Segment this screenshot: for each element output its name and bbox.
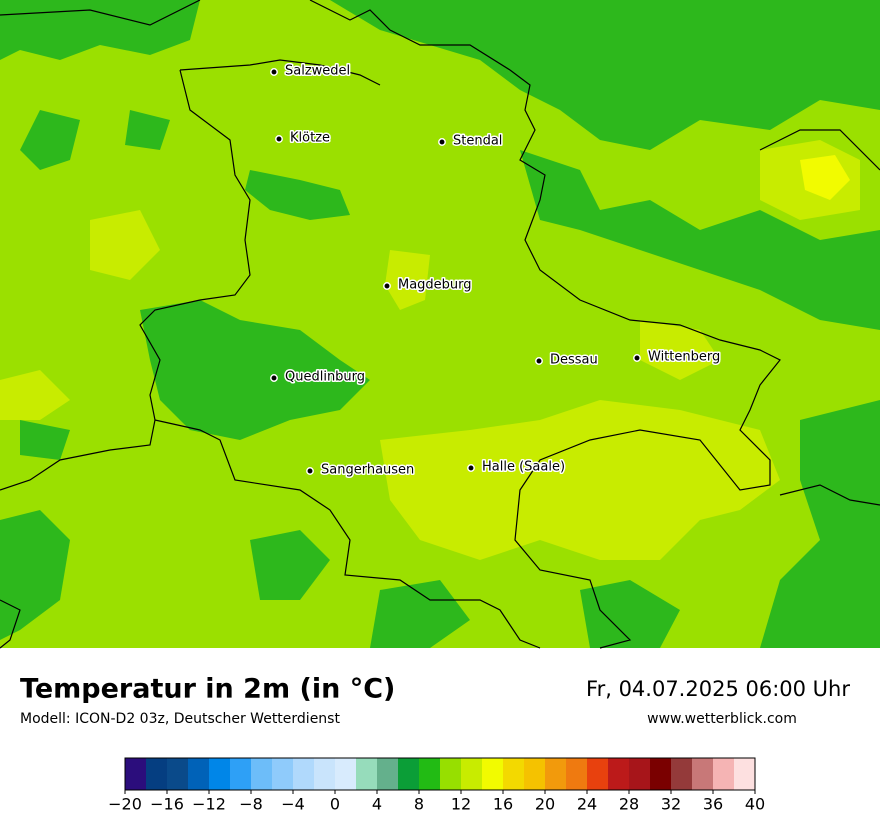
city-dot <box>633 354 641 362</box>
colorbar-segment <box>188 758 210 790</box>
map-area <box>0 0 880 649</box>
cool-patches <box>0 0 880 648</box>
colorbar-tick-label: 16 <box>493 795 513 814</box>
colorbar-segment <box>629 758 651 790</box>
city-label: Magdeburg <box>398 278 472 293</box>
colorbar-segment <box>209 758 231 790</box>
colorbar-tick-label: 36 <box>703 795 723 814</box>
colorbar-tick-label: 40 <box>745 795 765 814</box>
colorbar-segment <box>356 758 378 790</box>
colorbar-segment <box>293 758 315 790</box>
city-label: Salzwedel <box>285 64 350 79</box>
city-dot <box>535 357 543 365</box>
colorbar-segment <box>692 758 714 790</box>
colorbar-tick-label: 28 <box>619 795 639 814</box>
valid-time: Fr, 04.07.2025 06:00 Uhr <box>586 677 850 701</box>
colorbar-segment <box>587 758 609 790</box>
city-dot <box>270 68 278 76</box>
colorbar-tick-label: −8 <box>239 795 263 814</box>
model-info: Modell: ICON-D2 03z, Deutscher Wetterdie… <box>20 711 340 727</box>
colorbar-tick-label: −16 <box>150 795 184 814</box>
colorbar-tick-label: 4 <box>372 795 382 814</box>
city-label: Stendal <box>453 134 502 149</box>
colorbar-segment <box>608 758 630 790</box>
colorbar-segment <box>272 758 294 790</box>
city-label: Wittenberg <box>648 350 720 365</box>
colorbar-tick-label: 12 <box>451 795 471 814</box>
map-title: Temperatur in 2m (in °C) <box>20 674 395 705</box>
colorbar-segment <box>398 758 420 790</box>
colorbar-tick-label: 24 <box>577 795 597 814</box>
city-dot <box>383 282 391 290</box>
colorbar-segment <box>650 758 672 790</box>
colorbar-segment <box>566 758 588 790</box>
hot-patch <box>800 155 850 200</box>
colorbar-tick-label: 0 <box>330 795 340 814</box>
city-labels: Salzwedel Klötze Stendal Magdeburg Dessau Wit… <box>270 62 722 479</box>
colorbar-segment <box>545 758 567 790</box>
colorbar-tick-label: −12 <box>192 795 226 814</box>
city-dot <box>275 135 283 143</box>
colorbar-segment <box>251 758 273 790</box>
city-label: Klötze <box>290 131 330 146</box>
colorbar-segment <box>461 758 483 790</box>
colorbar-tick-label: −20 <box>108 795 142 814</box>
city-dot <box>270 374 278 382</box>
city-label: Quedlinburg <box>285 370 365 385</box>
city-dot <box>467 464 475 472</box>
colorbar-segment <box>335 758 357 790</box>
colorbar-segment <box>419 758 441 790</box>
colorbar-segment <box>503 758 525 790</box>
colorbar: −20 −16 −12 −8 −4 0 4 8 12 16 20 24 28 32 36 40 <box>108 757 765 814</box>
city-dot <box>306 467 314 475</box>
colorbar-segment <box>524 758 546 790</box>
borders <box>0 0 880 649</box>
colorbar-segment <box>314 758 336 790</box>
colorbar-segment <box>713 758 735 790</box>
city-label: Sangerhausen <box>321 463 414 478</box>
colorbar-tick-label: 8 <box>414 795 424 814</box>
colorbar-tick-label: 32 <box>661 795 681 814</box>
colorbar-segment <box>125 758 147 790</box>
colorbar-segment <box>482 758 504 790</box>
colorbar-segment <box>734 758 756 790</box>
colorbar-tick-label: −4 <box>281 795 305 814</box>
colorbar-segment <box>167 758 189 790</box>
colorbar-segment <box>671 758 693 790</box>
city-label: Dessau <box>550 353 598 368</box>
colorbar-segment <box>146 758 168 790</box>
website: www.wetterblick.com <box>647 711 797 727</box>
colorbar-tick-label: 20 <box>535 795 555 814</box>
city-label: Halle (Saale) <box>482 460 565 475</box>
colorbar-frame <box>124 757 756 791</box>
city-dot <box>438 138 446 146</box>
colorbar-segment <box>230 758 252 790</box>
colorbar-segment <box>440 758 462 790</box>
colorbar-segment <box>377 758 399 790</box>
